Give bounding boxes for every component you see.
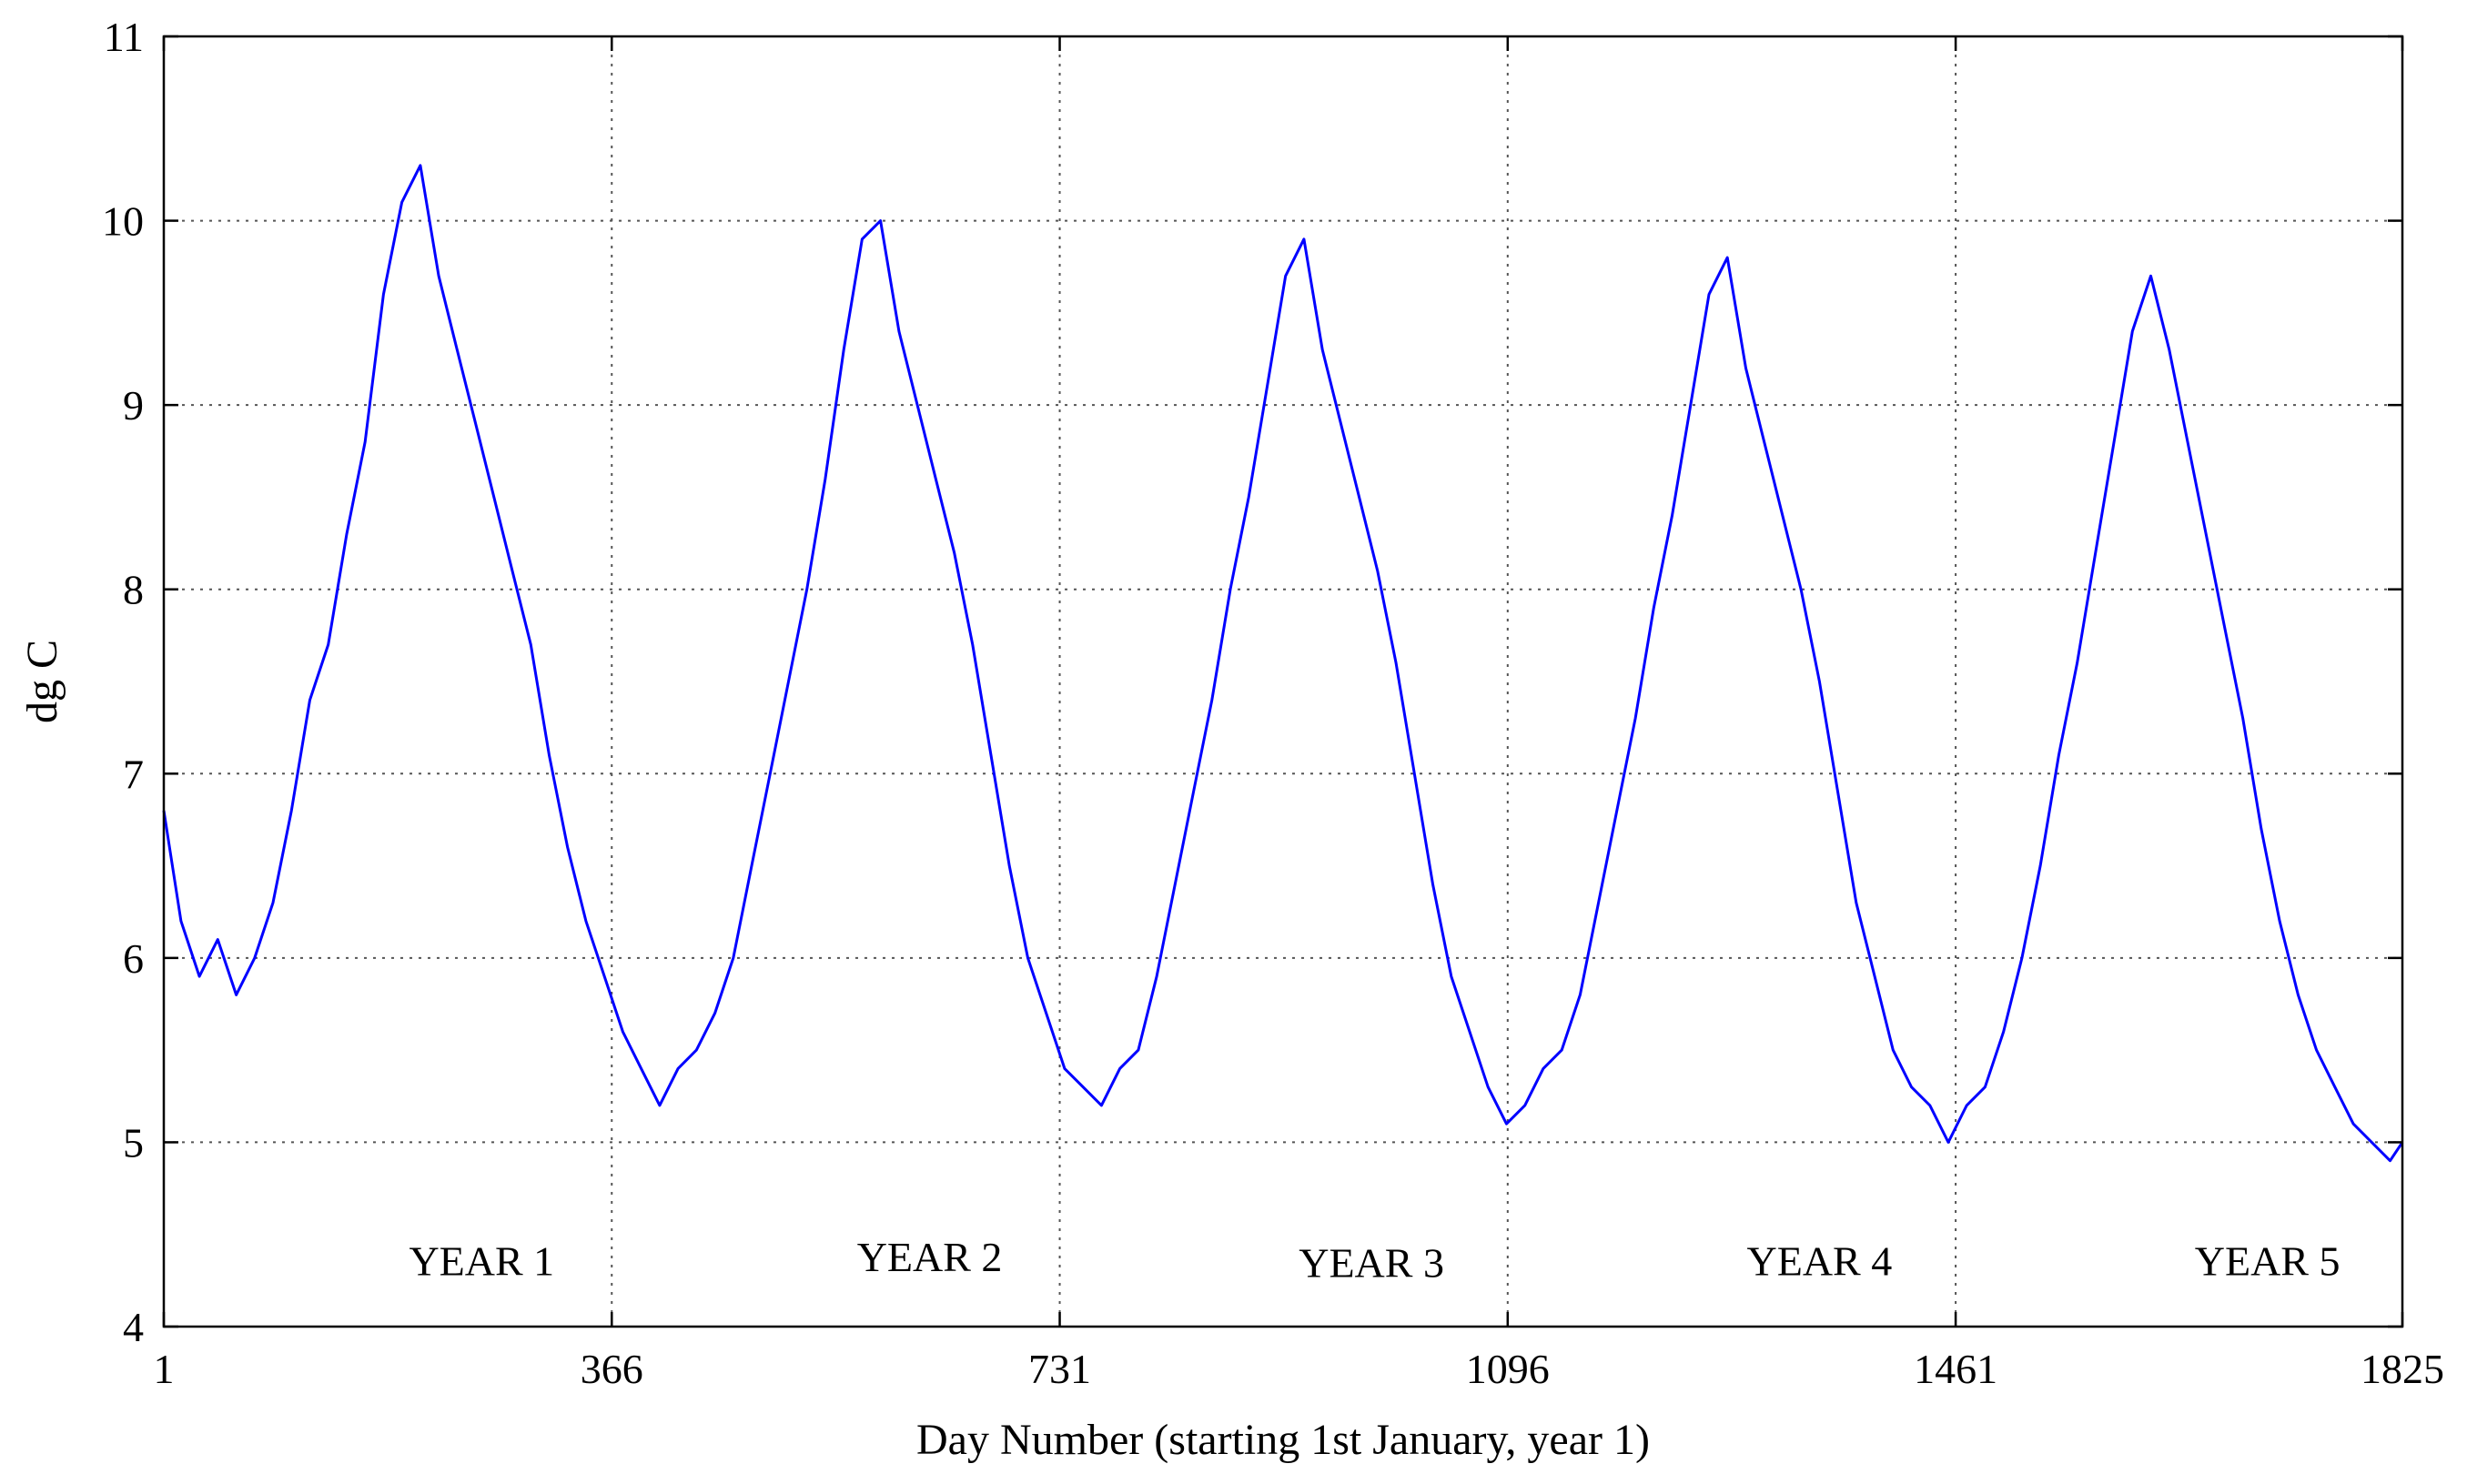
axis-ticks xyxy=(162,35,2404,1328)
plot-frame xyxy=(162,35,2404,1328)
y-tick-label: 7 xyxy=(123,751,144,797)
x-tick-label: 1825 xyxy=(2361,1346,2444,1392)
y-tick-label: 4 xyxy=(123,1304,144,1350)
y-tick-label: 10 xyxy=(102,198,144,245)
x-tick-label: 731 xyxy=(1028,1346,1091,1392)
y-tick-label: 11 xyxy=(104,14,144,60)
year-label: YEAR 3 xyxy=(1299,1239,1444,1286)
x-tick-label: 366 xyxy=(581,1346,643,1392)
x-tick-label: 1096 xyxy=(1466,1346,1550,1392)
grid-lines xyxy=(164,36,2402,1327)
year-annotations: YEAR 1 YEAR 2 YEAR 3 YEAR 4 YEAR 5 xyxy=(409,1234,2340,1286)
year-label: YEAR 2 xyxy=(857,1234,1003,1280)
x-tick-label: 1 xyxy=(154,1346,175,1392)
tick-labels: 1 366 731 1096 1461 1825 4 5 6 7 8 9 10 11 xyxy=(102,14,2444,1392)
series-lines xyxy=(162,164,2404,1163)
year-label: YEAR 5 xyxy=(2195,1237,2341,1284)
y-tick-label: 9 xyxy=(123,382,144,429)
x-tick-label: 1461 xyxy=(1914,1346,1997,1392)
series-line xyxy=(162,164,2404,1163)
year-label: YEAR 1 xyxy=(409,1237,554,1284)
y-axis-title: dg C xyxy=(18,640,66,723)
x-axis-title: Day Number (starting 1st January, year 1… xyxy=(916,1416,1650,1464)
y-tick-label: 6 xyxy=(123,935,144,982)
y-tick-label: 5 xyxy=(123,1119,144,1166)
y-tick-label: 8 xyxy=(123,567,144,613)
year-label: YEAR 4 xyxy=(1747,1237,1893,1284)
